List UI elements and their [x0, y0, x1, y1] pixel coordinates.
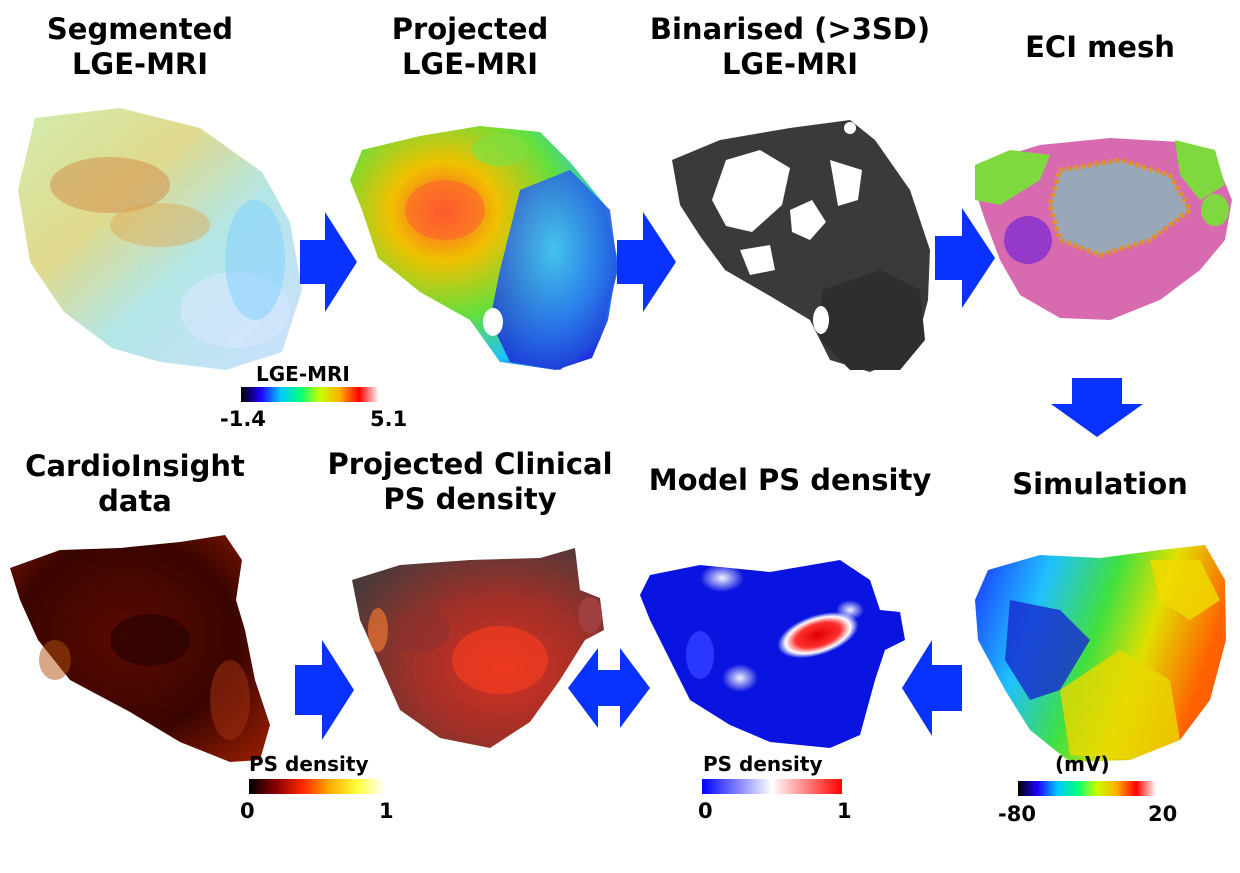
ps-model-colorbar-max: 1	[837, 799, 852, 823]
ps-clinical-colorbar	[249, 779, 385, 794]
title-segmented-line2: LGE-MRI	[71, 47, 209, 81]
arrow-simulation-to-model	[902, 640, 962, 736]
projected-lge-heart	[350, 126, 618, 370]
title-model-ps-line1: Model PS density	[648, 463, 932, 497]
title-cardioinsight-line1: CardioInsight	[25, 449, 245, 483]
binarised-lge-heart	[672, 120, 930, 372]
lge-colorbar	[241, 387, 379, 402]
title-binarised: Binarised (>3SD) LGE-MRI	[640, 12, 940, 82]
title-segmented-line1: Segmented	[46, 12, 234, 46]
title-projected-clinical: Projected Clinical PS density	[320, 447, 620, 517]
title-cardioinsight: CardioInsight data	[10, 449, 260, 519]
arrow-projected-to-binarised	[617, 212, 676, 312]
lge-colorbar-max: 5.1	[370, 407, 408, 431]
title-projected-clinical-line2: PS density	[383, 482, 557, 516]
segmented-lge-heart	[18, 108, 302, 370]
ps-clinical-colorbar-min: 0	[240, 799, 255, 823]
arrow-cardioinsight-to-clinical	[295, 640, 354, 740]
title-projected: Projected LGE-MRI	[370, 12, 570, 82]
title-eci-mesh-line1: ECI mesh	[1025, 30, 1175, 64]
title-eci-mesh: ECI mesh	[1000, 30, 1200, 65]
title-cardioinsight-line2: data	[98, 484, 172, 518]
model-ps-heart	[640, 560, 905, 748]
title-binarised-line1: Binarised (>3SD)	[649, 12, 931, 46]
arrow-model-clinical-double	[568, 648, 650, 728]
title-segmented: Segmented LGE-MRI	[40, 12, 240, 82]
arrow-binarised-to-eci	[935, 208, 995, 308]
ps-clinical-colorbar-max: 1	[379, 799, 394, 823]
title-model-ps: Model PS density	[640, 463, 940, 498]
voltage-colorbar-min: -80	[998, 802, 1036, 826]
voltage-colorbar-max: 20	[1148, 802, 1178, 826]
ps-model-colorbar	[702, 779, 842, 794]
eci-mesh-heart	[975, 138, 1232, 320]
lge-colorbar-title: LGE-MRI	[256, 362, 350, 386]
voltage-colorbar	[1018, 781, 1156, 796]
title-binarised-line2: LGE-MRI	[721, 47, 859, 81]
voltage-colorbar-title: (mV)	[1055, 752, 1110, 776]
ps-model-colorbar-title: PS density	[703, 752, 823, 776]
projected-clinical-heart	[352, 548, 604, 748]
lge-colorbar-min: -1.4	[220, 407, 266, 431]
arrow-eci-to-simulation	[1051, 378, 1143, 437]
title-projected-line1: Projected	[391, 12, 549, 46]
ps-model-colorbar-min: 0	[698, 799, 713, 823]
cardioinsight-heart	[10, 535, 270, 762]
title-projected-clinical-line1: Projected Clinical	[327, 447, 613, 481]
title-simulation-line1: Simulation	[1012, 467, 1188, 501]
ps-clinical-colorbar-title: PS density	[249, 752, 369, 776]
title-simulation: Simulation	[1000, 467, 1200, 502]
arrow-segmented-to-projected	[300, 212, 357, 312]
title-projected-line2: LGE-MRI	[401, 47, 539, 81]
simulation-heart	[975, 545, 1226, 762]
